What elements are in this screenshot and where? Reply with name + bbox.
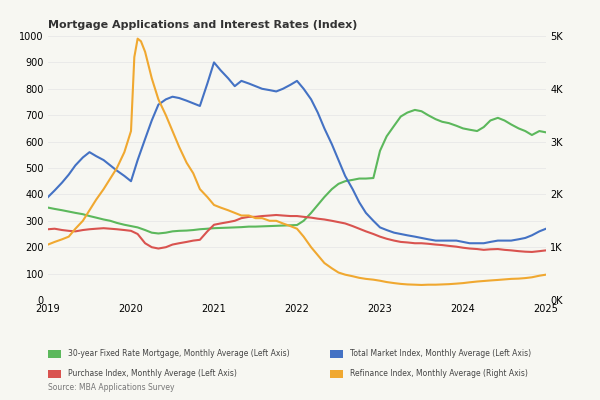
Text: Purchase Index, Monthly Average (Left Axis): Purchase Index, Monthly Average (Left Ax… — [68, 370, 237, 378]
Text: Mortgage Applications and Interest Rates (Index): Mortgage Applications and Interest Rates… — [48, 20, 358, 30]
Text: Refinance Index, Monthly Average (Right Axis): Refinance Index, Monthly Average (Right … — [350, 370, 528, 378]
Text: Source: MBA Applications Survey: Source: MBA Applications Survey — [48, 383, 175, 392]
Text: Total Market Index, Monthly Average (Left Axis): Total Market Index, Monthly Average (Lef… — [350, 350, 532, 358]
Text: 30-year Fixed Rate Mortgage, Monthly Average (Left Axis): 30-year Fixed Rate Mortgage, Monthly Ave… — [68, 350, 290, 358]
